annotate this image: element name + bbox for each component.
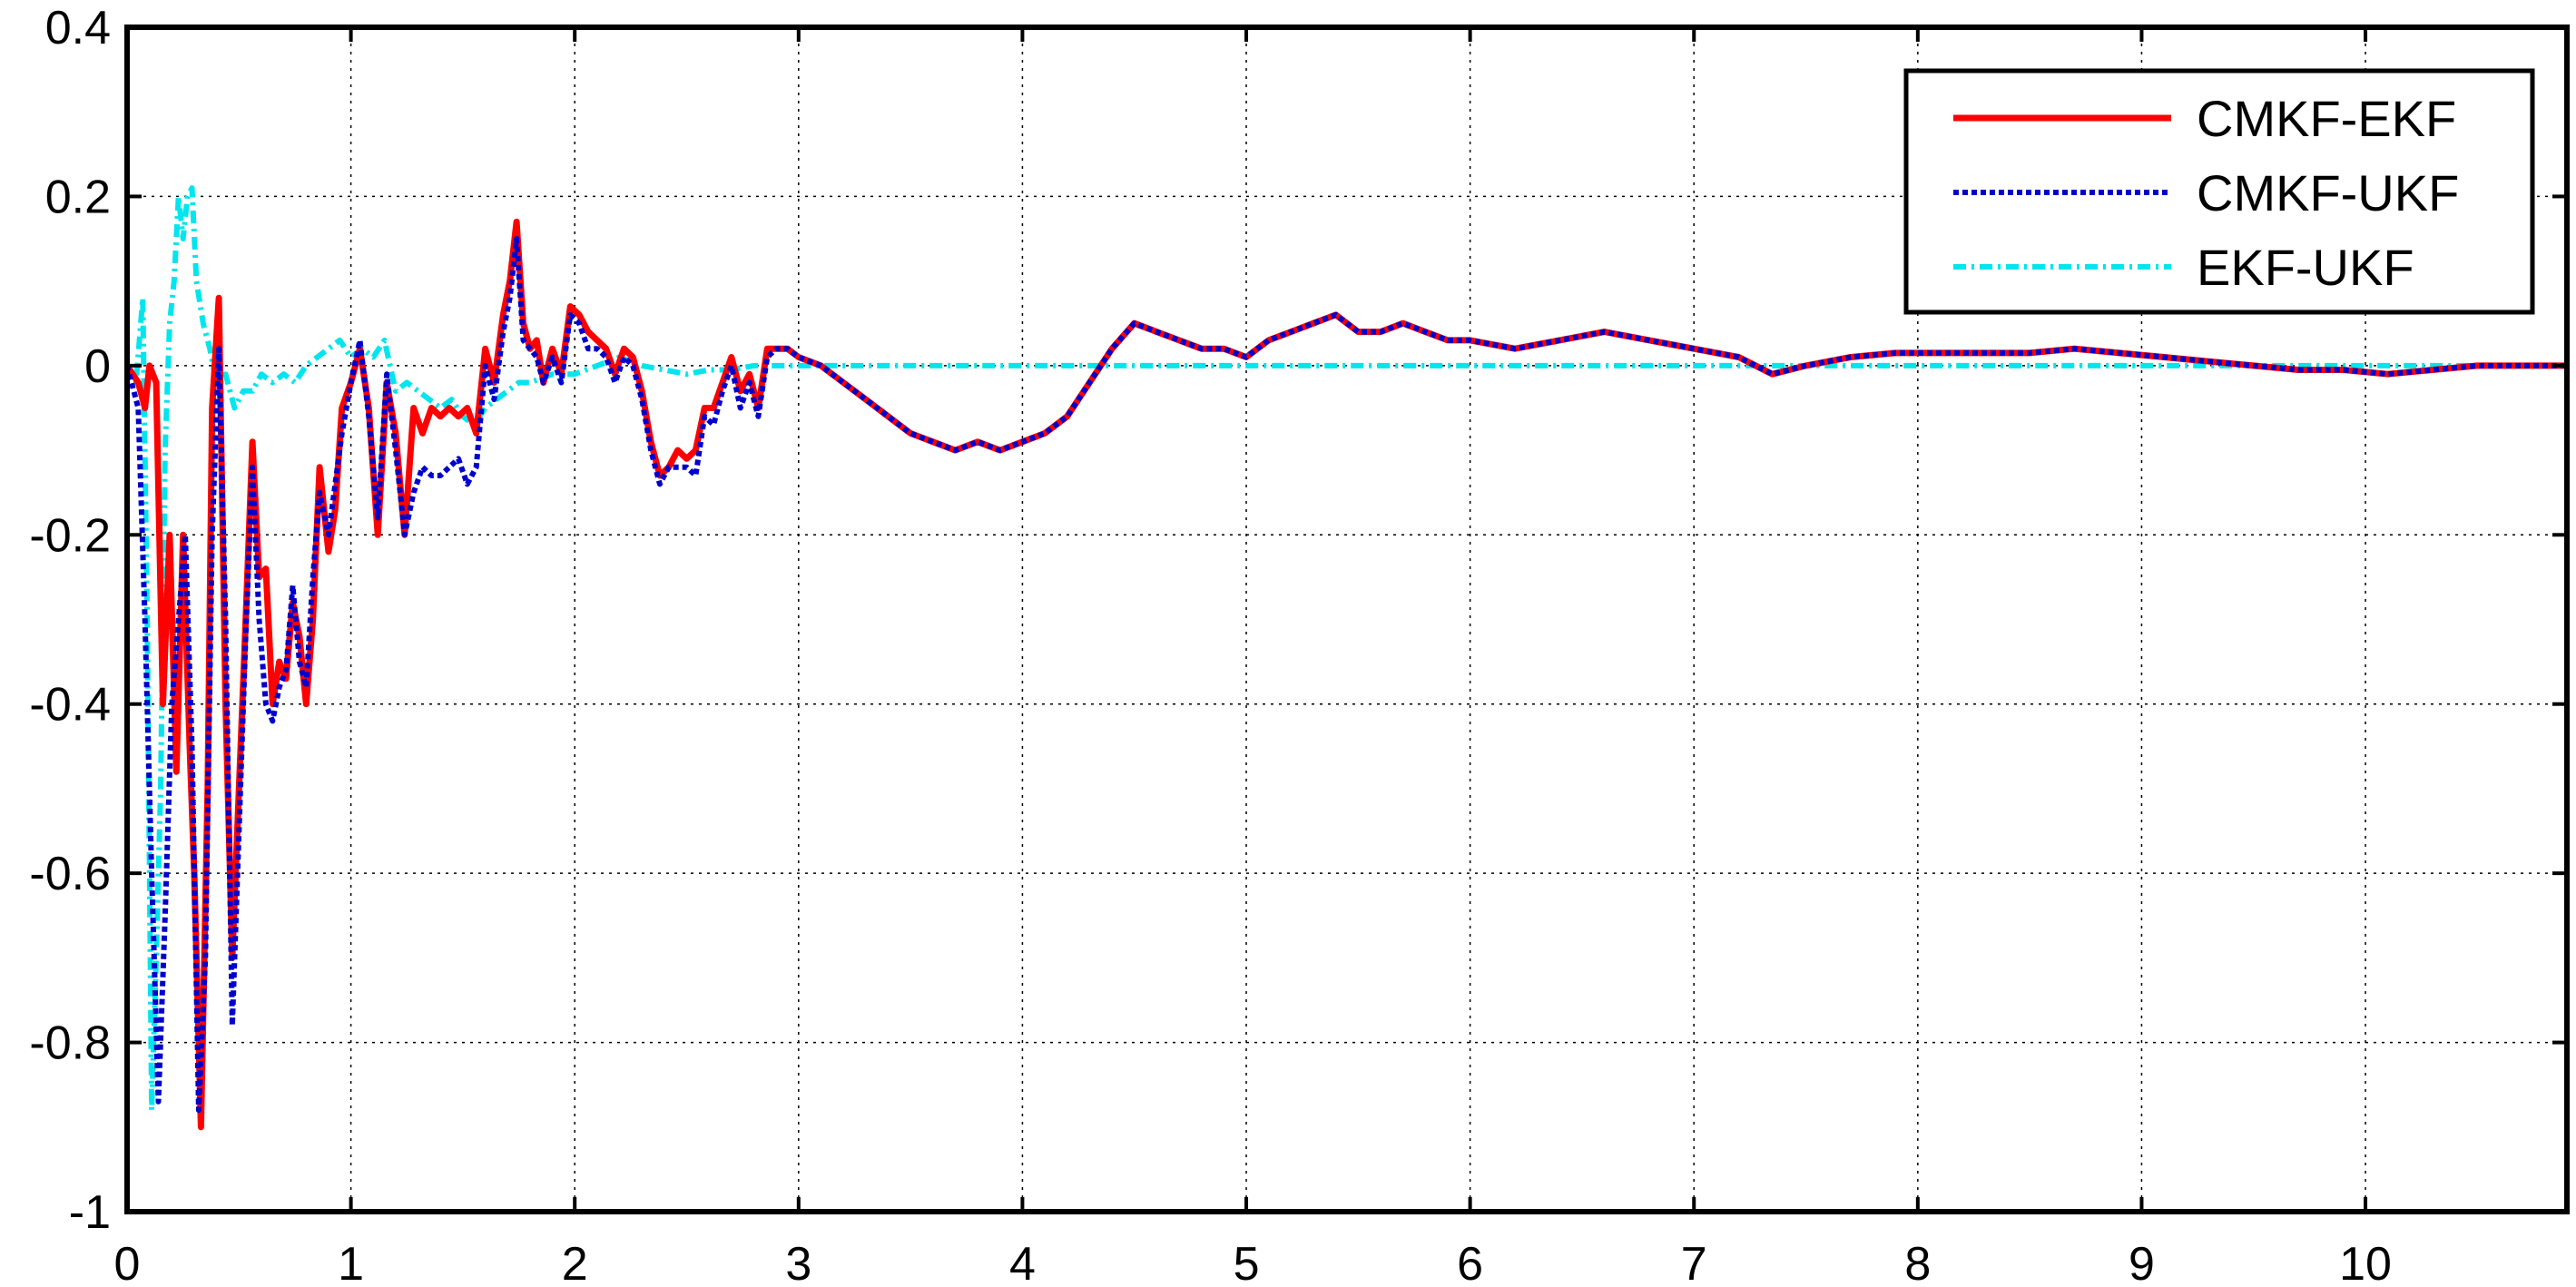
y-tick-label: -0.8	[29, 1017, 111, 1070]
x-tick-label: 10	[2339, 1238, 2392, 1287]
legend-label: EKF-UKF	[2197, 239, 2414, 296]
series-line-cmkf-ekf	[124, 218, 2567, 1131]
x-tick-label: 2	[562, 1238, 588, 1287]
series-line-cmkf-ukf	[124, 236, 2567, 1114]
y-tick-label: 0.2	[45, 171, 111, 223]
y-tick-label: 0	[84, 340, 111, 393]
x-tick-label: 4	[1009, 1238, 1036, 1287]
x-tick-label: 3	[785, 1238, 811, 1287]
x-tick-label: 8	[1904, 1238, 1931, 1287]
series-line-ekf-ukf	[124, 185, 2567, 1114]
y-tick-label: -1	[69, 1186, 111, 1239]
plot-frame	[124, 25, 2570, 1214]
y-tick-label: 0.4	[45, 2, 111, 54]
x-tick-label: 7	[1681, 1238, 1707, 1287]
legend-label: CMKF-EKF	[2197, 90, 2456, 147]
y-tick-label: -0.4	[29, 679, 111, 732]
series-group	[124, 185, 2567, 1131]
legend: CMKF-EKF CMKF-UKF EKF-UKF	[1903, 68, 2535, 315]
x-tick-label: 6	[1457, 1238, 1483, 1287]
x-tick-label: 9	[2129, 1238, 2155, 1287]
legend-label: CMKF-UKF	[2197, 164, 2459, 221]
x-tick-label: 1	[338, 1238, 364, 1287]
y-tick-label: -0.2	[29, 509, 111, 562]
x-tick-label: 5	[1234, 1238, 1260, 1287]
axis-ticks: 0 1 2 3 4 5 6 7 8 9 10 -1 -0.8 -0.6 -0.4 -0.2 0 0.2 0.4	[29, 2, 2567, 1287]
y-tick-label: -0.6	[29, 848, 111, 900]
x-tick-label: 0	[114, 1238, 141, 1287]
